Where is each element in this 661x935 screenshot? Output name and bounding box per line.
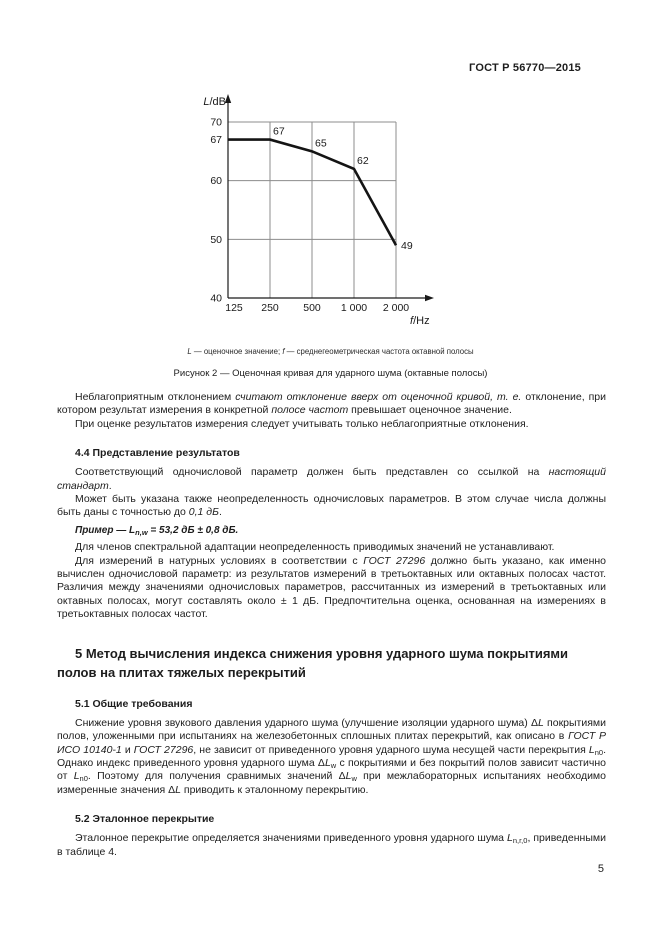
x-tick-label: 2 000 <box>383 302 409 314</box>
figure-caption: Рисунок 2 — Оценочная кривая для ударног… <box>173 368 488 379</box>
y-tick-label: 50 <box>210 234 222 246</box>
x-axis-arrow-icon <box>425 294 434 302</box>
figure-legend: L — оценочное значение; f — среднегеомет… <box>187 347 474 356</box>
y-tick-label: 67 <box>210 134 222 146</box>
paragraph-spectral-adaptation: Для членов спектральной адаптации неопре… <box>75 541 555 554</box>
paragraph-unfavorable-deviation: Неблагоприятным отклонением считают откл… <box>57 391 607 417</box>
page-number: 5 <box>597 863 604 875</box>
x-tick-label: 500 <box>303 302 321 314</box>
paragraph-single-number: Соответствующий одночисловой параметр до… <box>57 466 606 492</box>
heading-5-1: 5.1 Общие требования <box>75 697 193 710</box>
rating-curve-line <box>228 138 398 246</box>
paragraph-only-unfavorable: При оценке результатов измерения следует… <box>75 417 529 430</box>
paragraph-5-1-body: Снижение уровня звукового давления ударн… <box>57 716 606 796</box>
y-tick-label: 60 <box>210 175 222 187</box>
point-value-label: 62 <box>357 155 369 167</box>
x-axis-title: f/Hz <box>410 315 430 327</box>
y-axis-arrow-icon <box>224 94 232 103</box>
example-line: Пример — Ln,w = 53,2 дБ ± 0,8 дБ. <box>75 524 239 537</box>
heading-4-4: 4.4 Представление результатов <box>75 447 240 460</box>
paragraph-5-2-body: Эталонное перекрытие определяется значен… <box>57 832 606 858</box>
x-tick-label: 250 <box>261 302 279 314</box>
point-value-label: 49 <box>401 240 413 252</box>
doc-number: ГОСТ Р 56770—2015 <box>469 62 581 74</box>
point-value-label: 67 <box>273 126 285 138</box>
x-tick-label: 1 000 <box>341 302 367 314</box>
paragraph-field-measurements: Для измерений в натурных условиях в соот… <box>57 554 607 621</box>
heading-5-2: 5.2 Эталонное перекрытие <box>75 813 215 826</box>
y-tick-label: 70 <box>210 117 222 129</box>
y-axis-title: L/dB <box>203 96 226 108</box>
point-value-label: 65 <box>315 137 327 149</box>
y-tick-label: 40 <box>210 293 222 305</box>
paragraph-uncertainty: Может быть указана также неопределенност… <box>57 493 606 519</box>
heading-section-5: 5 Метод вычисления индекса снижения уров… <box>57 645 569 680</box>
figure-2-chart: 70 67 60 50 40 125 250 500 1 000 2 000 67 65 62 49 L/d… <box>188 92 444 334</box>
x-tick-label: 125 <box>225 302 243 314</box>
document-body: Неблагоприятным отклонением считают откл… <box>57 391 606 859</box>
